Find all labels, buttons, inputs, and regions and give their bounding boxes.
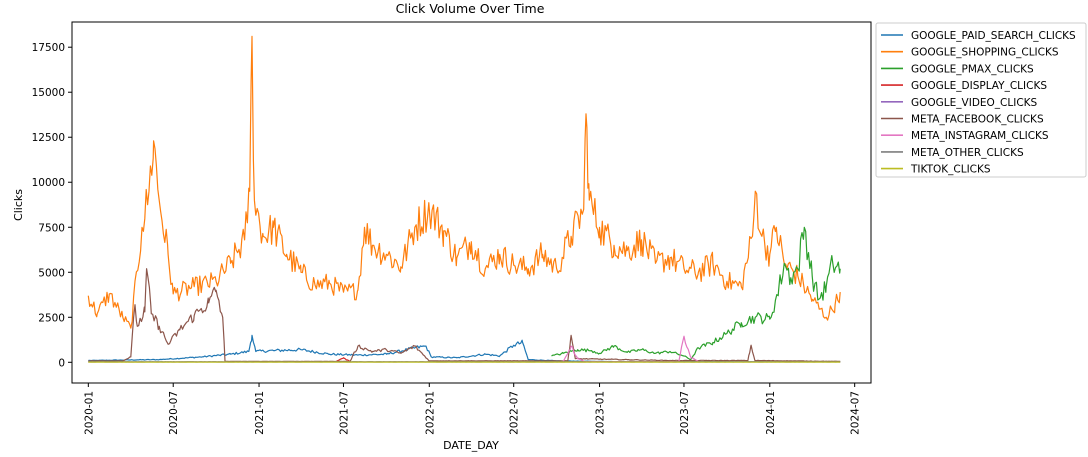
x-tick-label: 2024-01 (765, 391, 777, 435)
x-tick-label: 2024-07 (850, 391, 862, 435)
y-tick-label: 5000 (38, 267, 65, 279)
y-tick-label: 12500 (32, 132, 65, 144)
legend-label-5: META_FACEBOOK_CLICKS (911, 114, 1044, 126)
y-tick-label: 17500 (32, 42, 65, 54)
y-tick-label: 7500 (38, 222, 65, 234)
x-tick-label: 2021-07 (338, 391, 350, 435)
x-axis-label: DATE_DAY (443, 439, 499, 452)
y-axis: 0 2500 5000 7500 10000 12500 15000 17500 (32, 42, 72, 369)
x-tick-label: 2020-07 (168, 391, 180, 435)
chart-title: Click Volume Over Time (396, 1, 545, 16)
x-axis: 2020-01 2020-07 2021-01 2021-07 2022-01 2022-… (83, 383, 861, 435)
x-tick-label: 2022-01 (424, 391, 436, 435)
y-tick-label: 10000 (32, 177, 65, 189)
y-axis-label: Clicks (12, 189, 25, 221)
x-tick-label: 2021-01 (254, 391, 266, 435)
legend-label-4: GOOGLE_VIDEO_CLICKS (911, 97, 1038, 109)
legend-label-0: GOOGLE_PAID_SEARCH_CLICKS (911, 30, 1076, 42)
x-tick-label: 2022-07 (509, 391, 521, 435)
y-tick-label: 2500 (38, 312, 65, 324)
legend-label-1: GOOGLE_SHOPPING_CLICKS (911, 47, 1059, 59)
legend-label-2: GOOGLE_PMAX_CLICKS (911, 63, 1034, 75)
y-tick-label: 15000 (32, 87, 65, 99)
x-tick-label: 2023-07 (679, 391, 691, 435)
plot-area (72, 22, 871, 383)
legend-label-6: META_INSTAGRAM_CLICKS (911, 130, 1049, 142)
legend: GOOGLE_PAID_SEARCH_CLICKS GOOGLE_SHOPPING… (876, 23, 1086, 177)
legend-label-8: TIKTOK_CLICKS (910, 164, 991, 176)
x-tick-label: 2023-01 (595, 391, 607, 435)
legend-label-7: META_OTHER_CLICKS (911, 147, 1024, 159)
legend-label-3: GOOGLE_DISPLAY_CLICKS (911, 80, 1047, 92)
x-tick-label: 2020-01 (83, 391, 95, 435)
y-tick-label: 0 (58, 357, 65, 369)
